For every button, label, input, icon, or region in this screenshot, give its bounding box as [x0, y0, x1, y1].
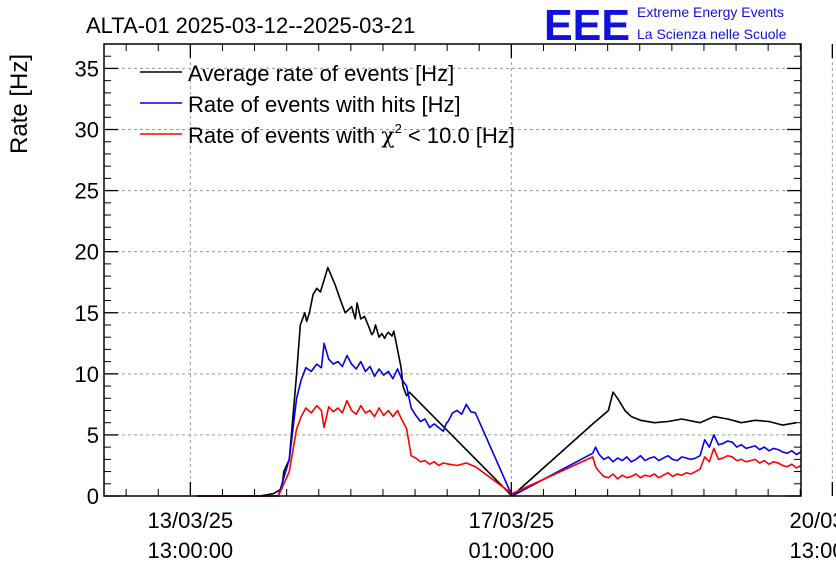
- legend-chi-superscript: 2: [395, 121, 402, 136]
- x-tick-label-date: 17/03/25: [469, 508, 555, 533]
- y-tick-label: 5: [87, 423, 99, 448]
- y-tick-label: 35: [75, 56, 99, 81]
- legend-label-hits: Rate of events with hits [Hz]: [188, 92, 461, 117]
- legend-chi2-suffix: < 10.0 [Hz]: [402, 123, 515, 148]
- eee-logo-line1: Extreme Energy Events: [637, 4, 784, 20]
- legend-chi2-prefix: Rate of events with: [188, 123, 381, 148]
- eee-logo-line2: La Scienza nelle Scuole: [637, 26, 787, 42]
- y-tick-label: 0: [87, 484, 99, 509]
- x-tick-label-date: 20/03/25: [790, 508, 836, 533]
- chart-title: ALTA-01 2025-03-12--2025-03-21: [86, 13, 415, 38]
- eee-logo-mark: EEE: [544, 1, 630, 50]
- y-tick-label: 30: [75, 118, 99, 143]
- y-axis-label: Rate [Hz]: [6, 54, 33, 154]
- y-tick-label: 25: [75, 179, 99, 204]
- legend-chi-symbol: χ: [381, 124, 394, 149]
- legend: Average rate of events [Hz] Rate of even…: [140, 61, 515, 149]
- series-average-rate: [197, 266, 797, 497]
- legend-label-average: Average rate of events [Hz]: [188, 61, 454, 86]
- plot-frame: [103, 43, 802, 497]
- y-tick-label: 15: [75, 301, 99, 326]
- x-tick-label-date: 13/03/25: [148, 508, 234, 533]
- x-tick-label-time: 13:00:00: [790, 538, 836, 563]
- series-chi2-rate: [197, 399, 802, 497]
- x-tick-label-time: 01:00:00: [469, 538, 555, 563]
- legend-label-chi2: Rate of events with χ2 < 10.0 [Hz]: [188, 121, 515, 149]
- x-tick-label-time: 13:00:00: [148, 538, 234, 563]
- axis-ticks: 0 5 10 15 20 25 30 35 13/03/25 13:00:00 17/03/25 01…: [75, 44, 836, 563]
- grid-lines: [104, 44, 833, 496]
- y-tick-label: 20: [75, 240, 99, 265]
- y-tick-label: 10: [75, 362, 99, 387]
- series-layer: [197, 266, 802, 497]
- eee-logo: EEE Extreme Energy Events La Scienza nel…: [544, 1, 787, 50]
